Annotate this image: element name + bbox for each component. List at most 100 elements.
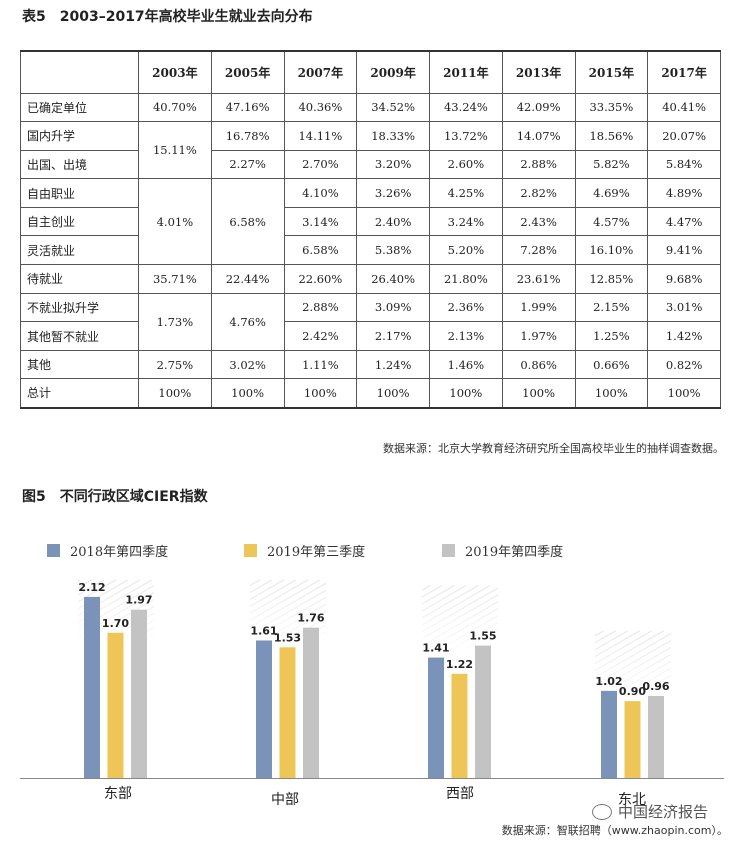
bar-value-label: 1.97 xyxy=(125,594,152,607)
table-cell: 1.11% xyxy=(283,349,358,380)
table-cell: 13.72% xyxy=(429,121,503,151)
bar xyxy=(475,645,491,778)
bar xyxy=(256,640,272,778)
header-corner xyxy=(20,50,139,94)
row-label: 其他 xyxy=(20,349,139,380)
table-cell: 2.88% xyxy=(501,149,576,180)
table-cell: 2.17% xyxy=(356,321,430,351)
row-label: 灵活就业 xyxy=(20,235,139,266)
bar xyxy=(131,609,147,778)
bar xyxy=(601,690,617,778)
bar xyxy=(84,596,100,778)
row-label: 自由职业 xyxy=(20,178,139,208)
table-cell: 5.84% xyxy=(647,149,721,180)
table-cell: 0.82% xyxy=(647,349,721,380)
table-row: 自由职业 4.01% 6.58% 4.10% 3.26% 4.25% 2.82% 4.69% 4… xyxy=(20,178,721,266)
table-cell: 6.58% xyxy=(210,178,285,266)
table-cell: 3.20% xyxy=(356,149,430,180)
row-label: 国内升学 xyxy=(20,121,139,151)
chart-legend: 2018年第四季度 2019年第三季度 2019年第四季度 xyxy=(0,540,744,560)
figure-source-note: 数据来源：智联招聘（www.zhaopin.com）。 xyxy=(501,824,728,837)
header-year: 2017年 xyxy=(647,50,721,94)
watermark: 中国经济报告 xyxy=(592,801,708,822)
table-cell: 22.44% xyxy=(210,264,285,294)
table-cell: 2.43% xyxy=(501,206,576,237)
bar-value-label: 1.61 xyxy=(250,624,277,637)
legend-swatch xyxy=(47,543,60,557)
table-cell: 100% xyxy=(429,378,503,409)
table-cell: 4.01% xyxy=(138,178,212,266)
table-cell: 16.10% xyxy=(574,235,649,266)
table-cell: 2.75% xyxy=(138,349,212,380)
category-label: 东部 xyxy=(104,786,132,802)
figure-title: 图5 不同行政区域CIER指数 xyxy=(22,489,208,505)
bar xyxy=(451,673,468,778)
table-cell: 100% xyxy=(138,378,212,409)
header-year: 2009年 xyxy=(356,50,430,94)
table-cell: 3.01% xyxy=(647,292,721,323)
table-cell: 100% xyxy=(574,378,649,409)
table-cell: 14.11% xyxy=(283,121,358,151)
bar-value-label: 2.12 xyxy=(78,581,105,594)
table-cell: 21.80% xyxy=(429,264,503,294)
table-cell: 43.24% xyxy=(429,92,503,123)
table-cell: 1.46% xyxy=(429,349,503,380)
row-label: 总计 xyxy=(20,378,139,409)
table-cell: 42.09% xyxy=(501,92,576,123)
table-cell: 100% xyxy=(210,378,285,409)
table-source-note: 数据来源：北京大学教育经济研究所全国高校毕业生的抽样调查数据。 xyxy=(383,442,724,455)
decorative-fade xyxy=(422,585,498,656)
category-label: 中部 xyxy=(271,792,299,808)
table-row: 待就业 35.71% 22.44% 22.60% 26.40% 21.80% 23.61% 1… xyxy=(20,264,721,294)
table-cell: 5.82% xyxy=(574,149,649,180)
table-cell: 4.76% xyxy=(210,292,285,351)
table-row: 灵活就业 6.58% 5.38% 5.20% 7.28% 16.10% 9.41% xyxy=(20,235,721,266)
watermark-text: 中国经济报告 xyxy=(618,803,709,821)
legend-label: 2018年第四季度 xyxy=(70,544,169,560)
bar-value-label: 0.96 xyxy=(642,680,669,693)
employment-destination-table: 2003年 2005年 2007年 2009年 2011年 2013年 2015… xyxy=(20,50,721,409)
table-cell: 4.69% xyxy=(574,178,649,208)
table-cell: 2.27% xyxy=(210,149,285,180)
table-cell: 0.86% xyxy=(501,349,576,380)
bar-value-label: 1.41 xyxy=(422,642,449,655)
table-cell: 1.42% xyxy=(647,321,721,351)
table-cell: 40.36% xyxy=(283,92,358,123)
table-cell: 1.25% xyxy=(574,321,649,351)
bar xyxy=(648,696,664,778)
table-cell: 3.24% xyxy=(429,206,503,237)
category-label: 东北 xyxy=(618,792,646,808)
bar xyxy=(303,627,319,778)
row-label: 其他暂不就业 xyxy=(20,321,139,351)
table-header-row: 2003年 2005年 2007年 2009年 2011年 2013年 2015… xyxy=(20,50,721,94)
table-cell: 2.60% xyxy=(429,149,503,180)
table-cell: 14.07% xyxy=(501,121,576,151)
legend-swatch xyxy=(442,543,455,557)
table-row: 出国、出境 2.27% 2.70% 3.20% 2.60% 2.88% 5.82% 5.84% xyxy=(20,149,721,180)
table-cell: 2.82% xyxy=(501,178,576,208)
row-label: 出国、出境 xyxy=(20,149,139,180)
bar xyxy=(279,647,296,778)
table-cell: 1.73% xyxy=(138,292,212,351)
header-year: 2013年 xyxy=(501,50,576,94)
table-cell: 35.71% xyxy=(138,264,212,294)
table-cell: 33.35% xyxy=(574,92,649,123)
table-row: 自主创业 3.14% 2.40% 3.24% 2.43% 4.57% 4.47% xyxy=(20,206,721,237)
table-cell: 18.56% xyxy=(574,121,649,151)
table-cell: 2.40% xyxy=(356,206,430,237)
table-cell: 34.52% xyxy=(356,92,430,123)
table-cell: 3.09% xyxy=(356,292,430,323)
table-cell: 7.28% xyxy=(501,235,576,266)
header-year: 2005年 xyxy=(210,50,285,94)
legend-item: 2018年第四季度 xyxy=(47,540,168,560)
header-year: 2007年 xyxy=(283,50,358,94)
table-cell: 0.66% xyxy=(574,349,649,380)
table-cell: 3.14% xyxy=(283,206,358,237)
category-label: 西部 xyxy=(446,786,474,802)
table-cell: 4.57% xyxy=(574,206,649,237)
table-cell: 2.88% xyxy=(283,292,358,323)
row-label: 待就业 xyxy=(20,264,139,294)
row-label: 已确定单位 xyxy=(20,92,139,123)
table-cell: 15.11% xyxy=(138,121,212,180)
table-cell: 100% xyxy=(647,378,721,409)
